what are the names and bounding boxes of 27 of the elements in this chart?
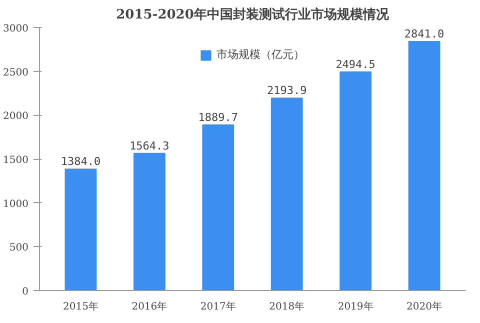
x-tick-label: 2020年	[406, 300, 442, 312]
chart-title: 2015-2020年中国封装测试行业市场规模情况	[116, 6, 390, 22]
bar	[202, 124, 234, 290]
data-label: 1889.7	[198, 110, 238, 124]
x-tick-label: 2017年	[200, 300, 236, 312]
legend-label: 市场规模（亿元）	[216, 48, 304, 62]
x-tick-label: 2019年	[338, 300, 374, 312]
y-tick-label: 0	[22, 286, 29, 298]
data-label: 2193.9	[266, 84, 307, 98]
data-label: 1384.0	[60, 155, 101, 168]
y-tick-label: 2000	[3, 111, 29, 122]
x-tick-label: 2016年	[132, 300, 168, 312]
y-tick-label: 3000	[3, 24, 29, 34]
data-label: 2841.0	[404, 27, 444, 40]
y-tick-label: 500	[9, 242, 29, 254]
bar	[340, 71, 372, 290]
data-label: 1564.3	[130, 139, 170, 152]
y-tick-label: 1500	[3, 155, 29, 166]
bar	[270, 98, 303, 290]
x-tick-label: 2018年	[269, 300, 305, 312]
x-tick-label: 2015年	[63, 300, 98, 312]
bar	[133, 152, 166, 290]
data-label: 2494.5	[336, 58, 376, 71]
y-tick-label: 2500	[3, 67, 29, 78]
bar	[64, 168, 97, 290]
y-tick-label: 1000	[3, 198, 29, 210]
bar	[408, 40, 440, 290]
